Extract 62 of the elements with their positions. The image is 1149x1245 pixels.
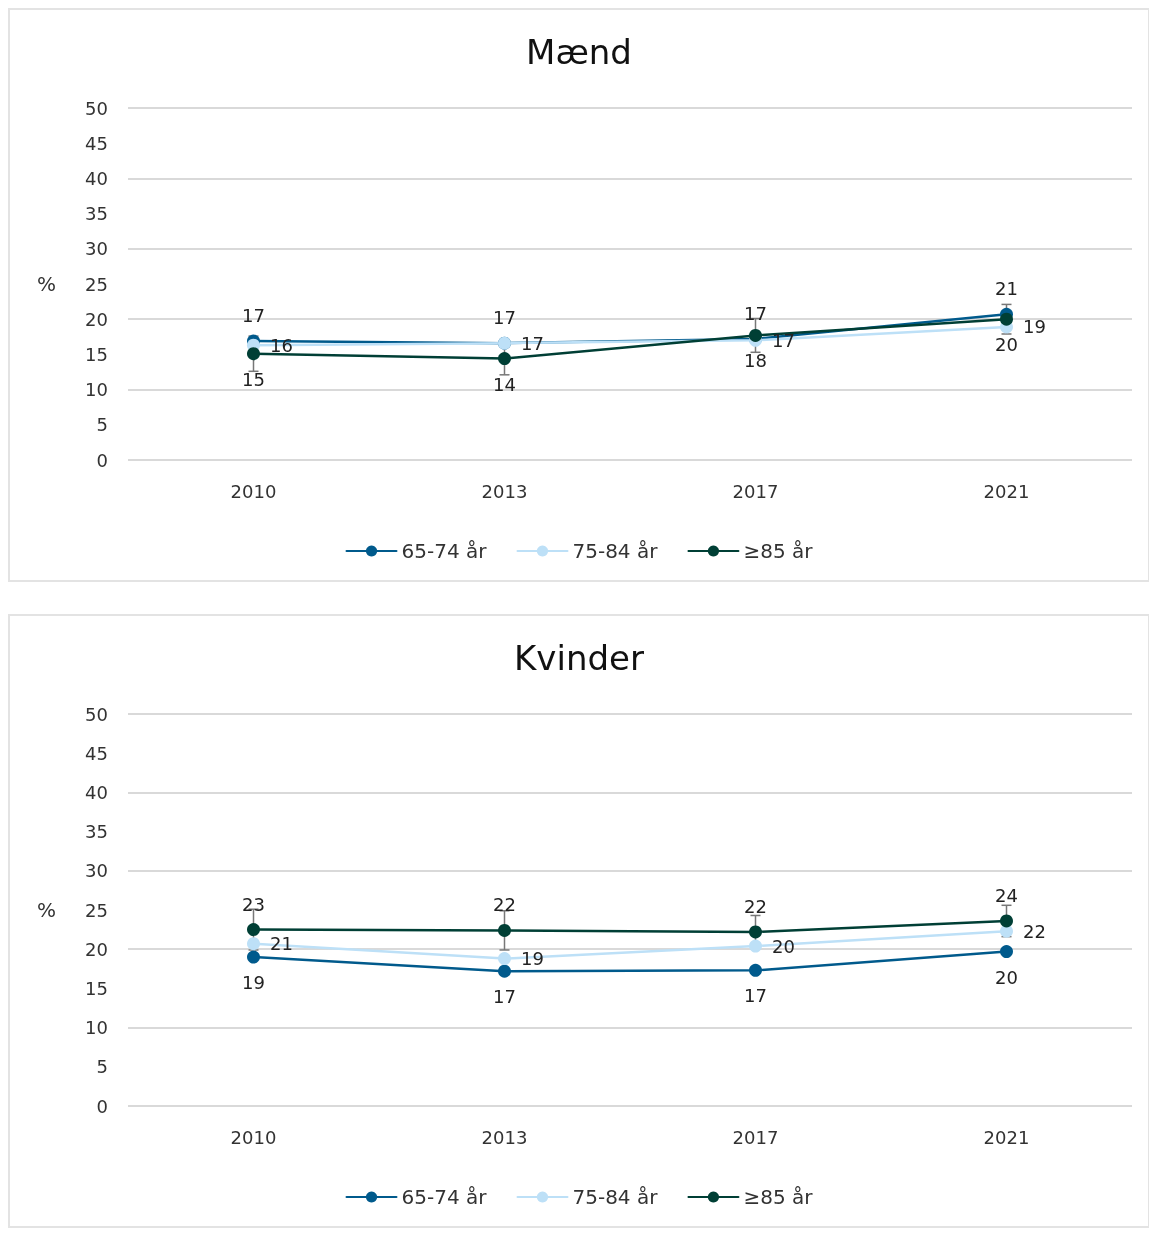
x-tick-label: 2010 <box>230 480 277 502</box>
y-tick-label: 0 <box>96 1095 108 1117</box>
data-label: 17 <box>744 302 767 324</box>
data-label: 24 <box>995 884 1018 906</box>
data-label: 14 <box>493 373 516 395</box>
data-label: 17 <box>521 332 544 354</box>
data-label: 22 <box>744 895 767 917</box>
legend-label: 65-74 år <box>401 539 488 563</box>
data-label: 17 <box>744 985 767 1007</box>
data-label: 17 <box>242 305 265 327</box>
y-tick-label: 20 <box>85 938 108 960</box>
y-tick-label: 40 <box>85 167 108 189</box>
legend-label: 65-74 år <box>401 1185 488 1209</box>
y-tick-label: 50 <box>85 97 108 119</box>
x-tick-label: 2013 <box>481 480 528 502</box>
y-tick-label: 40 <box>85 781 108 803</box>
y-tick-label: 20 <box>85 308 108 330</box>
chart-title: Kvinder <box>514 638 644 678</box>
y-tick-label: 35 <box>85 203 108 225</box>
y-tick-label: 15 <box>85 343 108 365</box>
data-label: 22 <box>493 894 516 916</box>
data-label: 18 <box>744 350 767 372</box>
x-tick-label: 2010 <box>230 1126 277 1148</box>
data-label: 20 <box>995 334 1018 356</box>
y-tick-label: 30 <box>85 860 108 882</box>
y-tick-label: 10 <box>85 379 108 401</box>
y-tick-label: 45 <box>85 132 108 154</box>
y-axis-title: % <box>36 898 56 922</box>
y-tick-label: 35 <box>85 821 108 843</box>
x-tick-label: 2013 <box>481 1126 528 1148</box>
data-label: 15 <box>242 368 265 390</box>
data-label: 17 <box>493 307 516 329</box>
y-tick-label: 5 <box>96 1056 108 1078</box>
data-label: 23 <box>242 893 265 915</box>
y-tick-label: 10 <box>85 1017 108 1039</box>
y-tick-label: 0 <box>96 449 108 471</box>
data-label: 19 <box>242 972 265 994</box>
legend-label: ≥85 år <box>743 1185 814 1209</box>
data-label: 19 <box>1023 316 1046 338</box>
data-label: 20 <box>772 935 795 957</box>
data-label: 20 <box>995 966 1018 988</box>
y-tick-label: 25 <box>85 899 108 921</box>
chart-title: Mænd <box>526 32 632 72</box>
y-tick-label: 15 <box>85 977 108 999</box>
data-label: 21 <box>995 278 1018 300</box>
data-label: 22 <box>1023 920 1046 942</box>
y-tick-label: 25 <box>85 273 108 295</box>
x-tick-label: 2021 <box>983 480 1030 502</box>
y-axis-title: % <box>36 272 56 296</box>
data-label: 17 <box>493 986 516 1008</box>
x-tick-label: 2021 <box>983 1126 1030 1148</box>
legend-label: 75-84 år <box>572 539 659 563</box>
legend-label: 75-84 år <box>572 1185 659 1209</box>
y-tick-label: 5 <box>96 414 108 436</box>
y-tick-label: 45 <box>85 742 108 764</box>
y-tick-label: 30 <box>85 238 108 260</box>
legend-label: ≥85 år <box>743 539 814 563</box>
x-tick-label: 2017 <box>732 480 779 502</box>
x-tick-label: 2017 <box>732 1126 779 1148</box>
data-label: 21 <box>270 933 293 955</box>
data-label: 19 <box>521 948 544 970</box>
y-tick-label: 50 <box>85 703 108 725</box>
